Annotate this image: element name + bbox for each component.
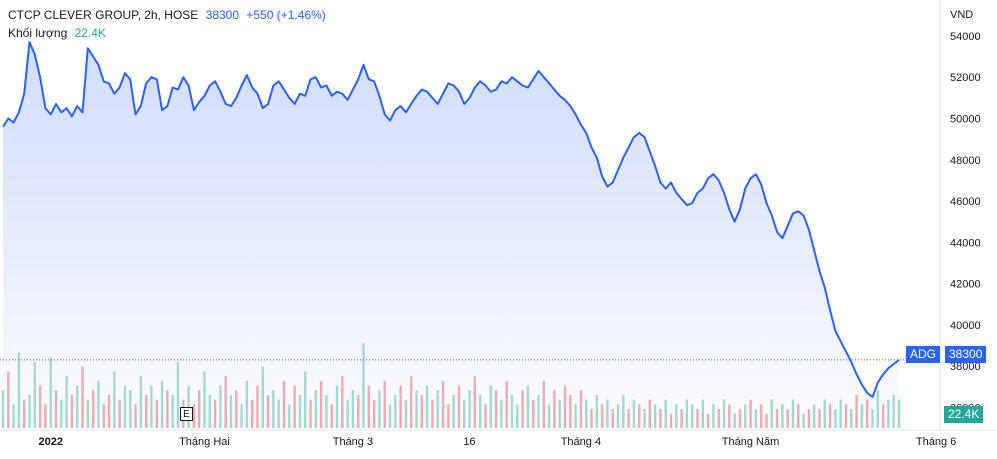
x-tick-label: Tháng 4 — [561, 436, 601, 448]
y-tick-label: 52000 — [950, 72, 981, 84]
x-tick-label: Tháng Năm — [722, 436, 779, 448]
legend-volume-value: 22.4K — [74, 26, 106, 40]
y-tick-label: 38000 — [950, 361, 981, 373]
price-area — [3, 42, 899, 428]
ticker-tag: ADG — [906, 346, 941, 363]
y-tick-label: 40000 — [950, 320, 981, 332]
y-tick-label: 48000 — [950, 155, 981, 167]
y-tick-label: 54000 — [950, 31, 981, 43]
y-tick-label: 46000 — [950, 196, 981, 208]
price-line — [2, 41, 900, 398]
chart-legend-symbol: CTCP CLEVER GROUP, 2h, HOSE 38300 +550 (… — [8, 8, 330, 22]
volume-tag: 22.4K — [944, 406, 984, 423]
earnings-event-marker[interactable]: E — [180, 407, 193, 421]
x-tick-label: Tháng 6 — [916, 436, 956, 448]
x-tick-label: Tháng 3 — [333, 436, 373, 448]
x-tick-label: 16 — [463, 436, 475, 448]
x-tick-label: 2022 — [38, 436, 62, 448]
legend-price: 38300 — [205, 8, 240, 22]
chart-legend-volume: Khối lượng 22.4K — [8, 26, 110, 40]
x-tick-label: Tháng Hai — [179, 436, 230, 448]
y-tick-label: 42000 — [950, 279, 981, 291]
y-axis-unit: VND — [950, 9, 973, 21]
y-tick-label: 44000 — [950, 237, 981, 249]
last-price-tag: 38300 — [944, 346, 987, 363]
legend-change: +550 (+1.46%) — [246, 8, 326, 22]
volume-label: Khối lượng — [8, 26, 68, 40]
y-tick-label: 50000 — [950, 113, 981, 125]
symbol-name: CTCP CLEVER GROUP, 2h, HOSE — [8, 8, 199, 22]
